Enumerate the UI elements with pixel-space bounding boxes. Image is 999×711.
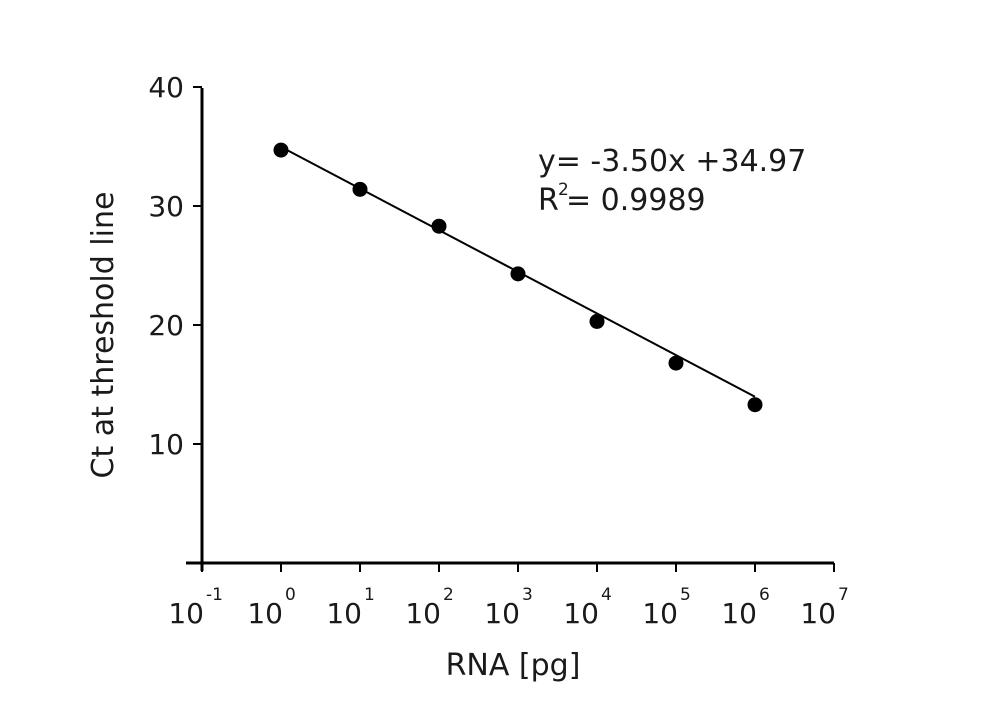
x-tick-exponent: 4 (601, 585, 612, 605)
data-point (668, 355, 684, 371)
data-points (273, 142, 763, 413)
y-tick-label: 30 (148, 190, 184, 223)
x-tick-exponent: 6 (759, 585, 770, 605)
x-tick-exponent: 0 (285, 585, 296, 605)
data-point (510, 266, 526, 282)
y-axis-title: Ct at threshold line (86, 192, 121, 479)
x-tick-exponent: 7 (838, 585, 849, 605)
x-tick-exponent: -1 (206, 585, 223, 605)
x-tick-label: 10 (405, 597, 441, 630)
r2-superscript: 2 (558, 180, 569, 200)
data-point (747, 397, 763, 413)
x-tick-label: 10 (484, 597, 520, 630)
x-tick-exponent: 1 (364, 585, 375, 605)
x-tick-label: 10 (642, 597, 678, 630)
data-point (352, 181, 368, 197)
data-point (589, 313, 605, 329)
r2-value: = 0.9989 (566, 183, 706, 218)
x-tick-exponent: 5 (680, 585, 691, 605)
y-tick-label: 10 (148, 428, 184, 461)
x-tick-exponent: 2 (443, 585, 454, 605)
x-tick-label: 10 (721, 597, 757, 630)
data-point (431, 218, 447, 234)
y-tick-label: 20 (148, 309, 184, 342)
r-squared-annotation: R 2 = 0.9989 (538, 180, 706, 218)
x-tick-label: 10 (168, 597, 204, 630)
y-axis-ticks: 10 20 30 40 (148, 71, 202, 461)
data-point (273, 142, 289, 158)
y-tick-label: 40 (148, 71, 184, 104)
x-tick-label: 10 (800, 597, 836, 630)
regression-equation: y= -3.50x +34.97 (538, 144, 806, 179)
x-tick-label: 10 (563, 597, 599, 630)
x-tick-label: 10 (247, 597, 283, 630)
x-tick-exponent: 3 (522, 585, 533, 605)
r2-prefix: R (538, 183, 559, 218)
x-axis-title: RNA [pg] (446, 648, 581, 683)
x-tick-label: 10 (326, 597, 362, 630)
